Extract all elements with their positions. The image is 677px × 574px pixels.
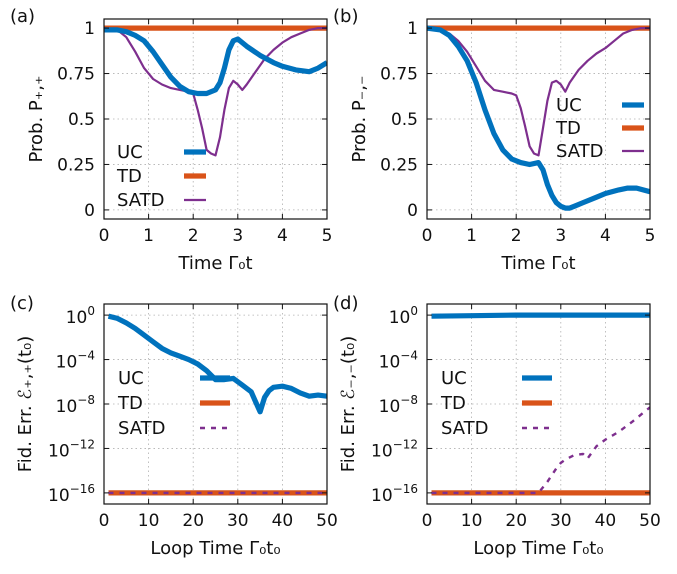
x-tick-label: 50: [316, 511, 338, 531]
series-line-satd: [104, 27, 327, 157]
legend-label-td: TD: [555, 118, 581, 139]
panel-d: 0 10 20 30 40 50 100 10−4 10−8 10−12 10−16 Loop Tim…: [333, 293, 661, 559]
x-tick-label: 3: [555, 226, 566, 246]
y-tick-label: 0.75: [57, 65, 95, 85]
panel-b: 0 1 2 3 4 5 0 0.25 0.5 0.75 1 Time Γ₀t Prob. P₋,₋ (b)…: [333, 6, 655, 274]
y-axis-label: Prob. P₋,₋: [349, 75, 370, 162]
x-tick-label: 0: [99, 511, 110, 531]
legend-label-td: TD: [117, 393, 143, 414]
x-tick-label: 0: [99, 226, 110, 246]
series-line-satd: [427, 27, 650, 157]
x-tick-label: 30: [227, 511, 249, 531]
x-tick-label: 1: [143, 226, 154, 246]
legend-label-uc: UC: [556, 95, 582, 116]
y-tick-label: 1: [407, 19, 418, 39]
y-axis-label: Fid. Err. ℰ₊,₊(t₀): [15, 336, 36, 473]
x-tick-label: 4: [277, 226, 288, 246]
y-tick-label: 100: [389, 304, 418, 328]
x-tick-label: 50: [639, 511, 661, 531]
y-tick-label: 0.25: [57, 155, 95, 175]
panel-label: (c): [10, 293, 34, 314]
y-tick-label: 0: [84, 201, 95, 221]
y-tick-label: 10−16: [48, 482, 95, 506]
series-line-satd: [431, 406, 650, 495]
x-axis-label: Time Γ₀t: [177, 253, 252, 274]
y-tick-label: 1: [84, 19, 95, 39]
y-axis-label: Fid. Err. ℰ₋,₋(t₀): [338, 336, 359, 473]
panel-label: (a): [10, 6, 35, 27]
x-tick-label: 40: [272, 511, 294, 531]
y-axis-label: Prob. P₊,₊: [26, 75, 47, 162]
x-tick-label: 2: [511, 226, 522, 246]
x-tick-label: 10: [138, 511, 160, 531]
y-tick-label: 10−4: [56, 349, 95, 373]
legend-label-uc: UC: [117, 142, 143, 163]
y-tick-label: 0.75: [380, 65, 418, 85]
x-axis-label: Loop Time Γ₀t₀: [473, 538, 603, 559]
legend-label-td: TD: [440, 393, 466, 414]
y-tick-label: 10−8: [56, 393, 95, 417]
x-tick-label: 0: [422, 226, 433, 246]
panel-c: 0 10 20 30 40 50 100 10−4 10−8 10−12 10−16 Loop Tim…: [10, 293, 338, 559]
legend-label-satd: SATD: [118, 418, 166, 439]
x-tick-label: 20: [182, 511, 204, 531]
panel-a: 0 1 2 3 4 5 0 0.25 0.5 0.75 1 Time Γ₀t Prob. P₊,₊ (a)…: [10, 6, 332, 274]
y-tick-label: 10−12: [371, 437, 418, 461]
x-tick-label: 30: [550, 511, 572, 531]
legend-label-satd: SATD: [556, 141, 604, 162]
panel-label: (b): [333, 6, 358, 27]
legend-label-td: TD: [116, 166, 142, 187]
y-tick-label: 0.25: [380, 155, 418, 175]
legend-label-uc: UC: [441, 368, 467, 389]
legend-label-satd: SATD: [441, 418, 489, 439]
x-tick-label: 10: [461, 511, 483, 531]
x-tick-label: 3: [232, 226, 243, 246]
x-tick-label: 20: [505, 511, 527, 531]
x-axis-label: Time Γ₀t: [500, 253, 575, 274]
legend-label-uc: UC: [118, 368, 144, 389]
x-tick-label: 2: [188, 226, 199, 246]
y-tick-label: 0.5: [68, 110, 95, 130]
y-tick-label: 10−12: [48, 437, 95, 461]
y-tick-label: 10−8: [379, 393, 418, 417]
x-tick-label: 5: [322, 226, 333, 246]
x-axis-label: Loop Time Γ₀t₀: [150, 538, 280, 559]
y-tick-label: 10−16: [371, 482, 418, 506]
legend-label-satd: SATD: [117, 190, 165, 211]
series-line-uc: [431, 312, 650, 319]
x-tick-label: 1: [466, 226, 477, 246]
series-line-uc: [104, 27, 327, 97]
series-line-uc: [427, 25, 650, 211]
y-tick-label: 10−4: [379, 349, 418, 373]
y-tick-label: 0.5: [391, 110, 418, 130]
y-tick-label: 0: [407, 201, 418, 221]
x-tick-label: 4: [600, 226, 611, 246]
x-tick-label: 5: [645, 226, 656, 246]
panel-label: (d): [333, 293, 358, 314]
x-tick-label: 0: [422, 511, 433, 531]
y-tick-label: 100: [66, 304, 95, 328]
x-tick-label: 40: [595, 511, 617, 531]
